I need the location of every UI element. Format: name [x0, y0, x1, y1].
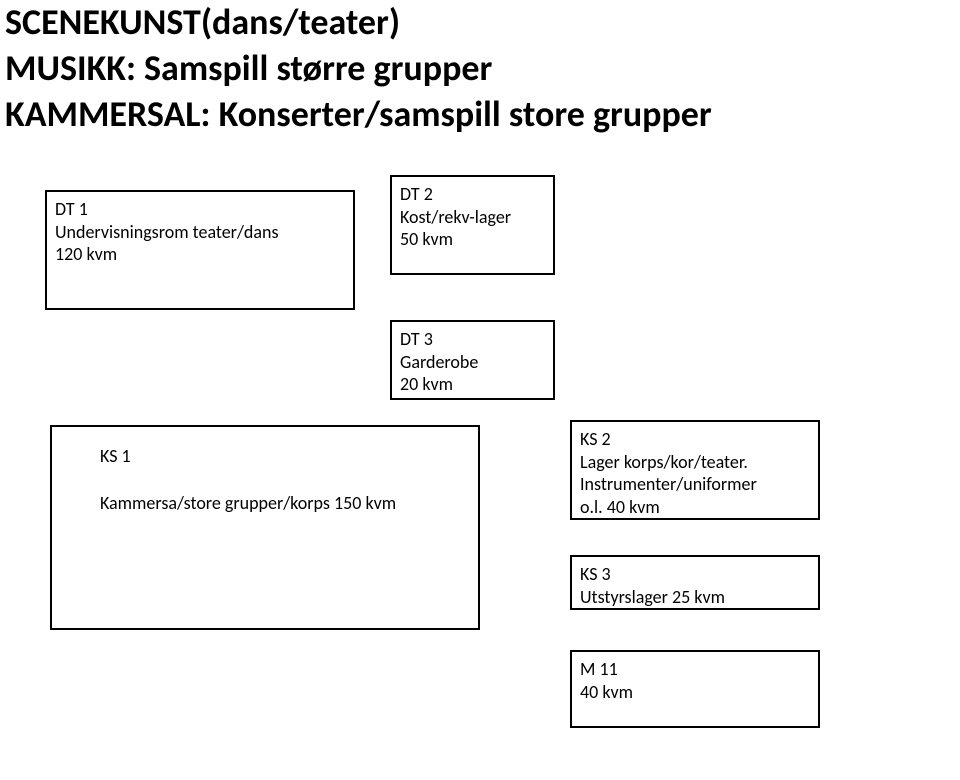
box-dt1-line-3: 120 kvm: [55, 243, 345, 266]
page-root: SCENEKUNST(dans/teater) MUSIKK: Samspill…: [0, 0, 960, 780]
box-dt1: DT 1 Undervisningsrom teater/dans 120 kv…: [45, 190, 355, 310]
box-ks2-line-2: Lager korps/kor/teater.: [580, 451, 810, 474]
box-m11-line-2: 40 kvm: [580, 681, 810, 704]
title-line-1: SCENEKUNST(dans/teater): [5, 0, 400, 44]
box-dt3: DT 3 Garderobe 20 kvm: [390, 320, 555, 400]
box-ks3-line-1: KS 3: [580, 563, 810, 586]
title-line-2: MUSIKK: Samspill større grupper: [5, 46, 492, 90]
box-ks2-line-3: Instrumenter/uniformer: [580, 473, 810, 496]
box-dt1-line-2: Undervisningsrom teater/dans: [55, 221, 345, 244]
box-ks1-line-2: Kammersa/store grupper/korps 150 kvm: [100, 492, 470, 515]
box-ks1: KS 1 Kammersa/store grupper/korps 150 kv…: [50, 425, 480, 630]
box-dt3-line-2: Garderobe: [400, 351, 545, 374]
box-ks3: KS 3 Utstyrslager 25 kvm: [570, 555, 820, 610]
box-dt3-line-3: 20 kvm: [400, 373, 545, 396]
box-dt2: DT 2 Kost/rekv-lager 50 kvm: [390, 175, 555, 275]
box-ks3-line-2: Utstyrslager 25 kvm: [580, 586, 810, 609]
box-ks2-line-1: KS 2: [580, 428, 810, 451]
box-ks2: KS 2 Lager korps/kor/teater. Instrumente…: [570, 420, 820, 520]
box-dt2-line-3: 50 kvm: [400, 228, 545, 251]
box-dt3-line-1: DT 3: [400, 328, 545, 351]
box-ks1-line-1: KS 1: [100, 445, 470, 468]
box-ks2-line-4: o.l. 40 kvm: [580, 496, 810, 519]
box-m11-line-1: M 11: [580, 658, 810, 681]
box-dt2-line-2: Kost/rekv-lager: [400, 206, 545, 229]
box-m11: M 11 40 kvm: [570, 650, 820, 728]
box-dt2-line-1: DT 2: [400, 183, 545, 206]
title-line-3: KAMMERSAL: Konserter/samspill store grup…: [5, 92, 712, 136]
box-dt1-line-1: DT 1: [55, 198, 345, 221]
